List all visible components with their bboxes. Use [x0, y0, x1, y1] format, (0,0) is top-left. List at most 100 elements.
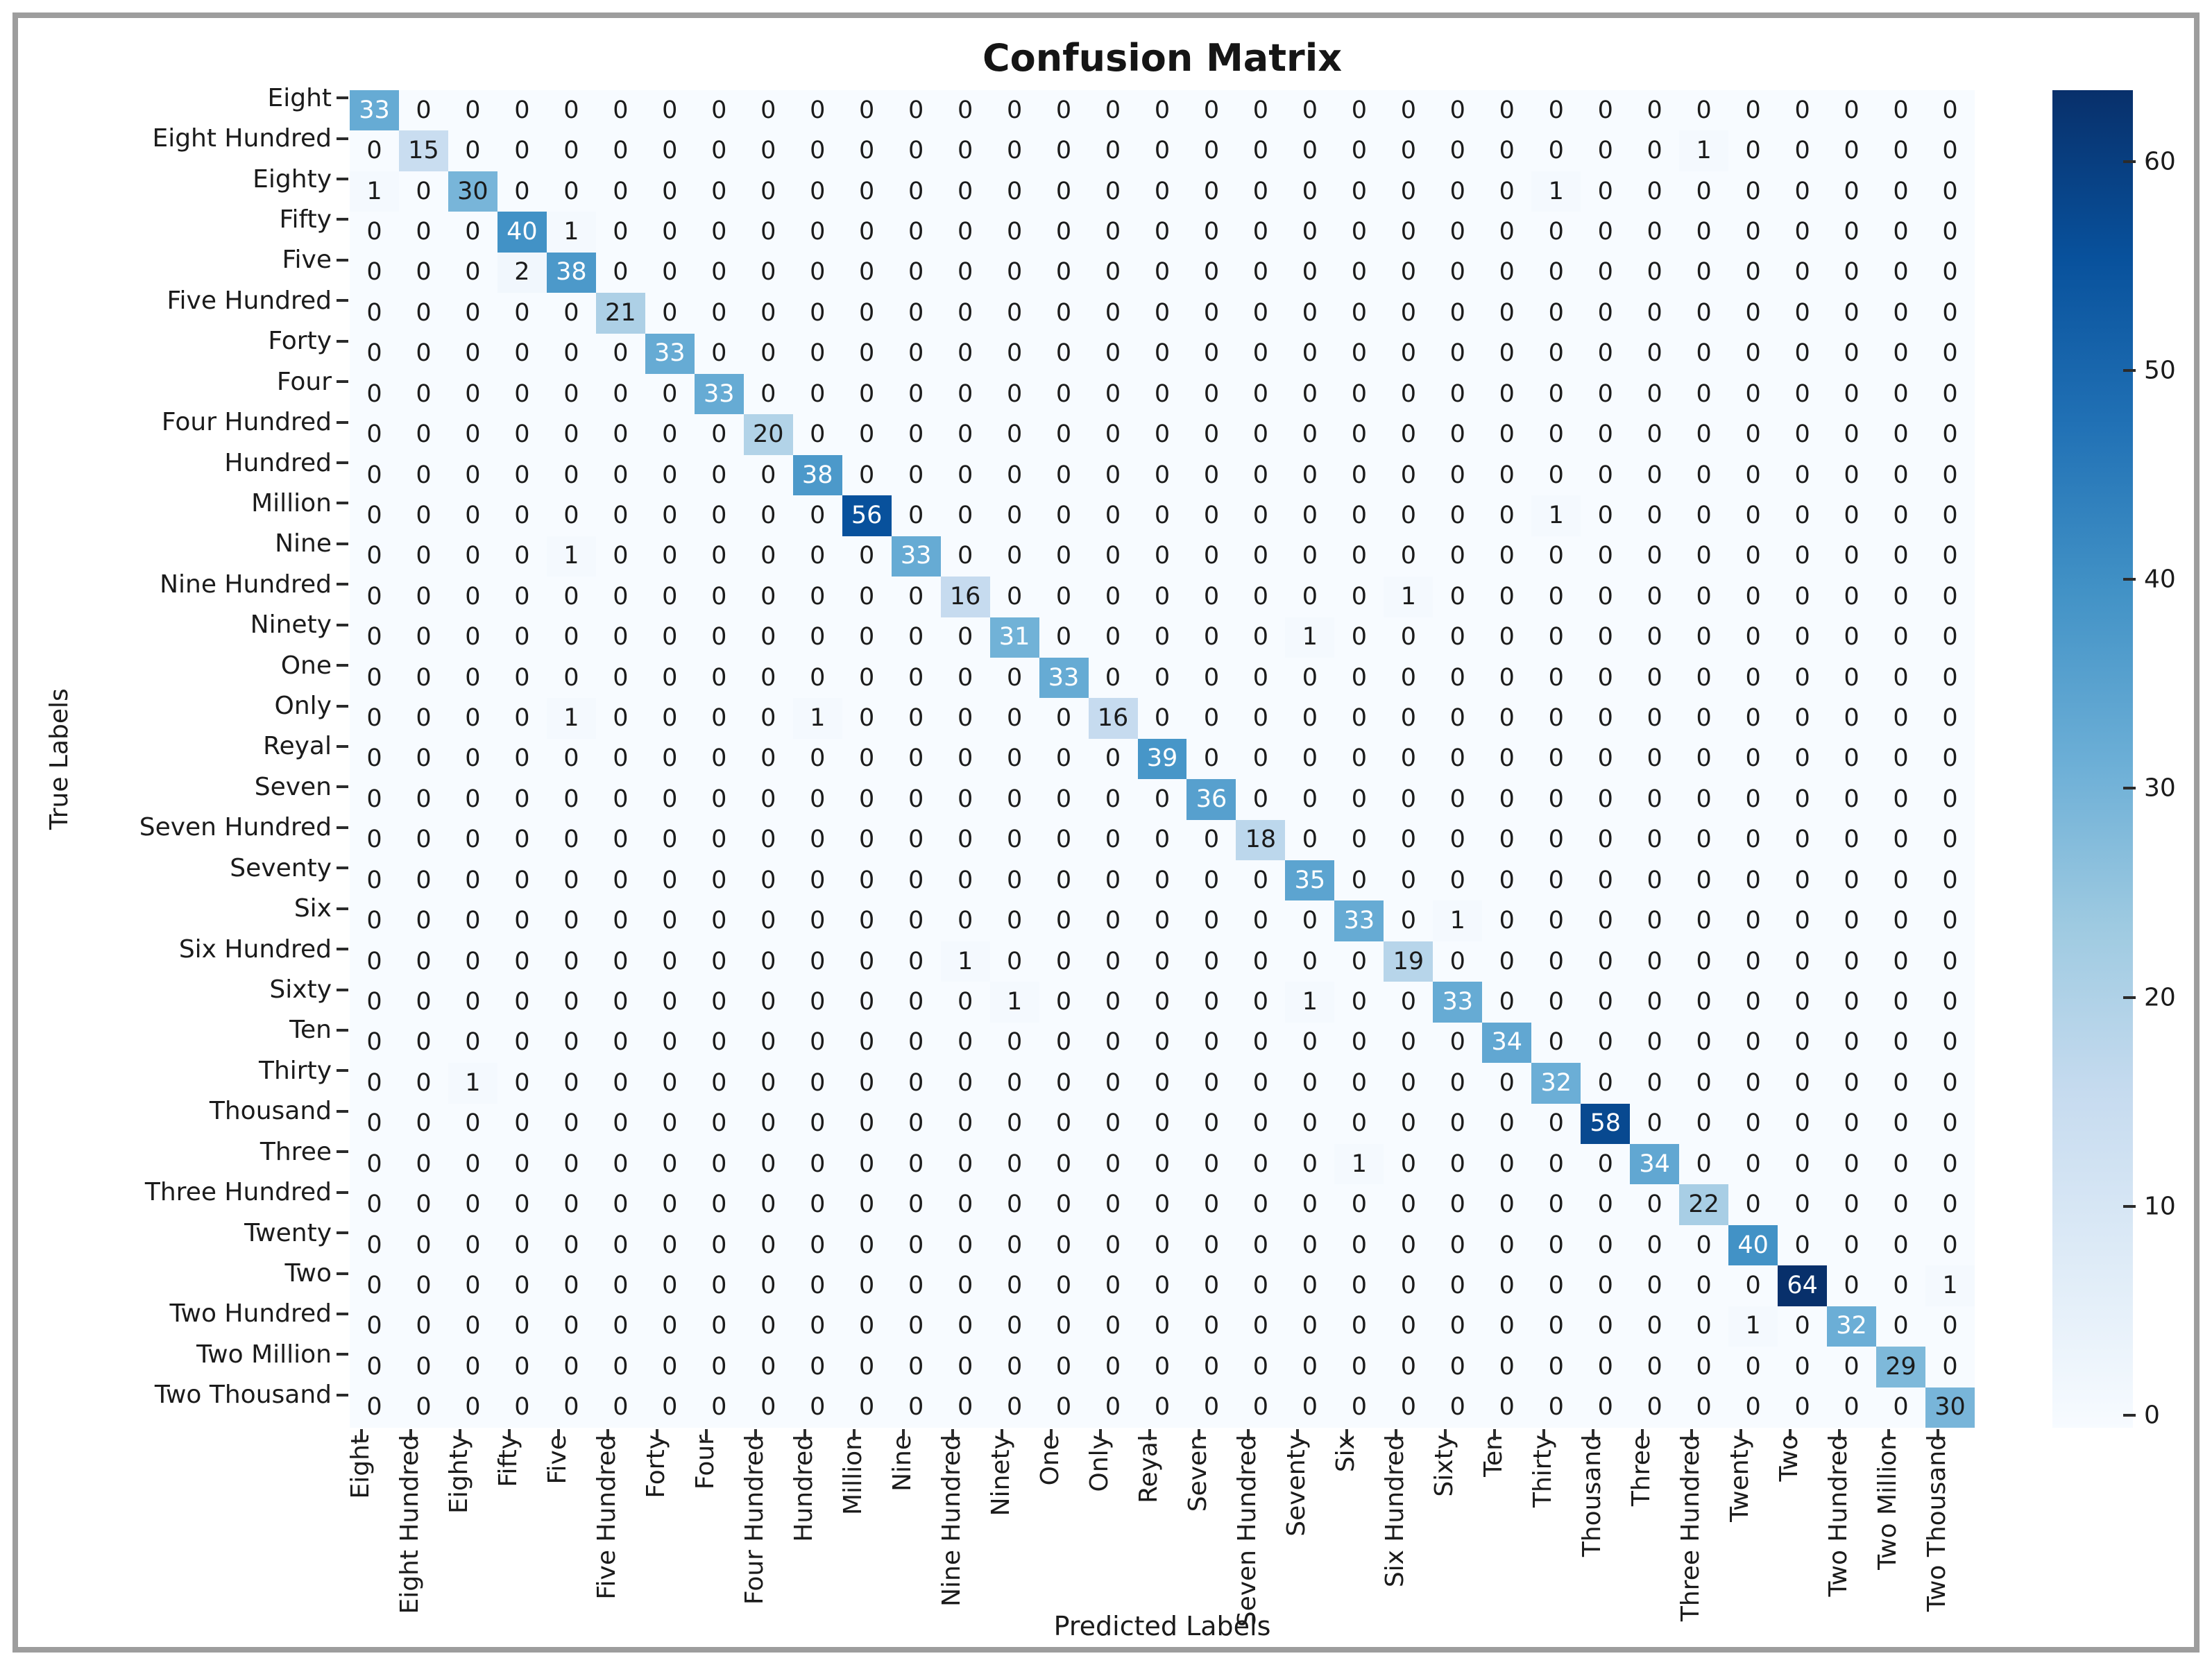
matrix-cell: 0 [1728, 90, 1778, 131]
matrix-cell: 0 [448, 657, 497, 699]
y-tick-mark [337, 785, 348, 789]
matrix-cell: 0 [1581, 171, 1631, 212]
matrix-cell: 0 [842, 819, 892, 861]
matrix-cell: 0 [546, 454, 596, 496]
y-tick-label: Eight [267, 83, 332, 112]
matrix-cell: 0 [1285, 293, 1335, 334]
matrix-cell: 0 [1482, 900, 1532, 941]
matrix-cell: 0 [645, 373, 695, 415]
matrix-cell: 0 [694, 212, 744, 253]
x-tick-label: Four Hundred [740, 1435, 769, 1605]
matrix-cell: 0 [1778, 130, 1828, 171]
matrix-cell: 0 [792, 738, 842, 780]
x-tick-mark [1148, 1429, 1151, 1440]
matrix-cell: 0 [645, 252, 695, 293]
matrix-cell: 0 [1581, 617, 1631, 658]
matrix-cell: 0 [1630, 212, 1680, 253]
x-tick-label: Reyal [1134, 1435, 1163, 1503]
matrix-cell: 0 [940, 1347, 990, 1388]
matrix-cell: 0 [645, 617, 695, 658]
matrix-cell: 0 [1679, 1265, 1729, 1306]
matrix-cell: 0 [1137, 1144, 1187, 1185]
x-tick-mark [1295, 1429, 1299, 1440]
matrix-cell: 0 [1285, 333, 1335, 374]
matrix-cell: 0 [1384, 819, 1433, 861]
matrix-cell: 0 [350, 617, 399, 658]
matrix-cell: 0 [645, 1184, 695, 1225]
matrix-cell: 0 [497, 1144, 547, 1185]
matrix-cell: 0 [1236, 212, 1286, 253]
x-tick-mark [1001, 1429, 1004, 1440]
matrix-cell: 0 [1827, 171, 1877, 212]
matrix-cell: 0 [1581, 212, 1631, 253]
matrix-cell: 0 [1186, 1144, 1236, 1185]
matrix-cell: 0 [1186, 860, 1236, 901]
matrix-cell: 0 [1482, 1103, 1532, 1145]
matrix-cell: 0 [1088, 1387, 1138, 1428]
matrix-cell: 0 [398, 171, 448, 212]
matrix-cell: 0 [1137, 333, 1187, 374]
matrix-cell: 0 [1482, 1265, 1532, 1306]
matrix-cell: 0 [842, 1063, 892, 1104]
y-tick-label: Twenty [244, 1218, 332, 1247]
matrix-cell: 0 [497, 1224, 547, 1266]
x-tick-mark [1246, 1429, 1250, 1440]
matrix-cell: 0 [1334, 1103, 1384, 1145]
matrix-cell: 0 [1236, 90, 1286, 131]
matrix-cell: 0 [1334, 657, 1384, 699]
x-tick-mark [705, 1429, 708, 1440]
y-tick-label: Five [282, 246, 332, 275]
matrix-cell: 0 [792, 536, 842, 577]
x-tick-label: Only [1085, 1435, 1114, 1492]
matrix-cell: 0 [546, 1103, 596, 1145]
matrix-cell: 0 [1236, 1265, 1286, 1306]
matrix-cell: 0 [546, 1347, 596, 1388]
matrix-cell: 0 [1186, 454, 1236, 496]
matrix-cell: 0 [1728, 982, 1778, 1023]
matrix-cell: 0 [448, 779, 497, 820]
matrix-cell: 0 [891, 1347, 941, 1388]
matrix-cell: 0 [891, 657, 941, 699]
x-tick-mark [1640, 1429, 1644, 1440]
matrix-cell: 0 [645, 1347, 695, 1388]
matrix-cell: 0 [448, 1184, 497, 1225]
matrix-cell: 0 [743, 1184, 793, 1225]
matrix-cell: 1 [940, 941, 990, 982]
matrix-cell: 0 [1384, 1224, 1433, 1266]
matrix-cell: 18 [1236, 819, 1286, 861]
matrix-cell: 0 [398, 252, 448, 293]
matrix-cell: 0 [595, 130, 645, 171]
matrix-cell: 0 [1827, 900, 1877, 941]
matrix-cell: 0 [1384, 536, 1433, 577]
matrix-cell: 0 [1039, 1103, 1089, 1145]
matrix-cell: 0 [1925, 1224, 1975, 1266]
matrix-cell: 0 [1433, 536, 1483, 577]
matrix-cell: 0 [1137, 293, 1187, 334]
matrix-cell: 0 [1925, 252, 1975, 293]
matrix-cell: 0 [1334, 819, 1384, 861]
matrix-cell: 0 [1334, 454, 1384, 496]
matrix-cell: 0 [1039, 373, 1089, 415]
matrix-cell: 0 [1876, 454, 1926, 496]
matrix-cell: 0 [398, 1103, 448, 1145]
matrix-cell: 0 [1827, 1063, 1877, 1104]
matrix-cell: 0 [1778, 333, 1828, 374]
matrix-cell: 0 [497, 1306, 547, 1347]
matrix-cell: 0 [1088, 1184, 1138, 1225]
matrix-cell: 0 [398, 738, 448, 780]
matrix-cell: 39 [1137, 738, 1187, 780]
matrix-cell: 0 [1384, 90, 1433, 131]
x-tick-label: Sixty [1429, 1435, 1458, 1497]
matrix-cell: 0 [1433, 454, 1483, 496]
matrix-cell: 0 [1925, 130, 1975, 171]
y-tick-label: Reyal [263, 732, 332, 761]
matrix-cell: 0 [1630, 982, 1680, 1023]
matrix-cell: 0 [1236, 900, 1286, 941]
x-tick-label: Eight [346, 1435, 375, 1499]
matrix-cell: 0 [989, 1306, 1039, 1347]
matrix-cell: 0 [792, 860, 842, 901]
matrix-cell: 0 [1088, 738, 1138, 780]
matrix-cell: 0 [1039, 1144, 1089, 1185]
matrix-cell: 0 [1482, 414, 1532, 455]
matrix-cell: 0 [1482, 90, 1532, 131]
